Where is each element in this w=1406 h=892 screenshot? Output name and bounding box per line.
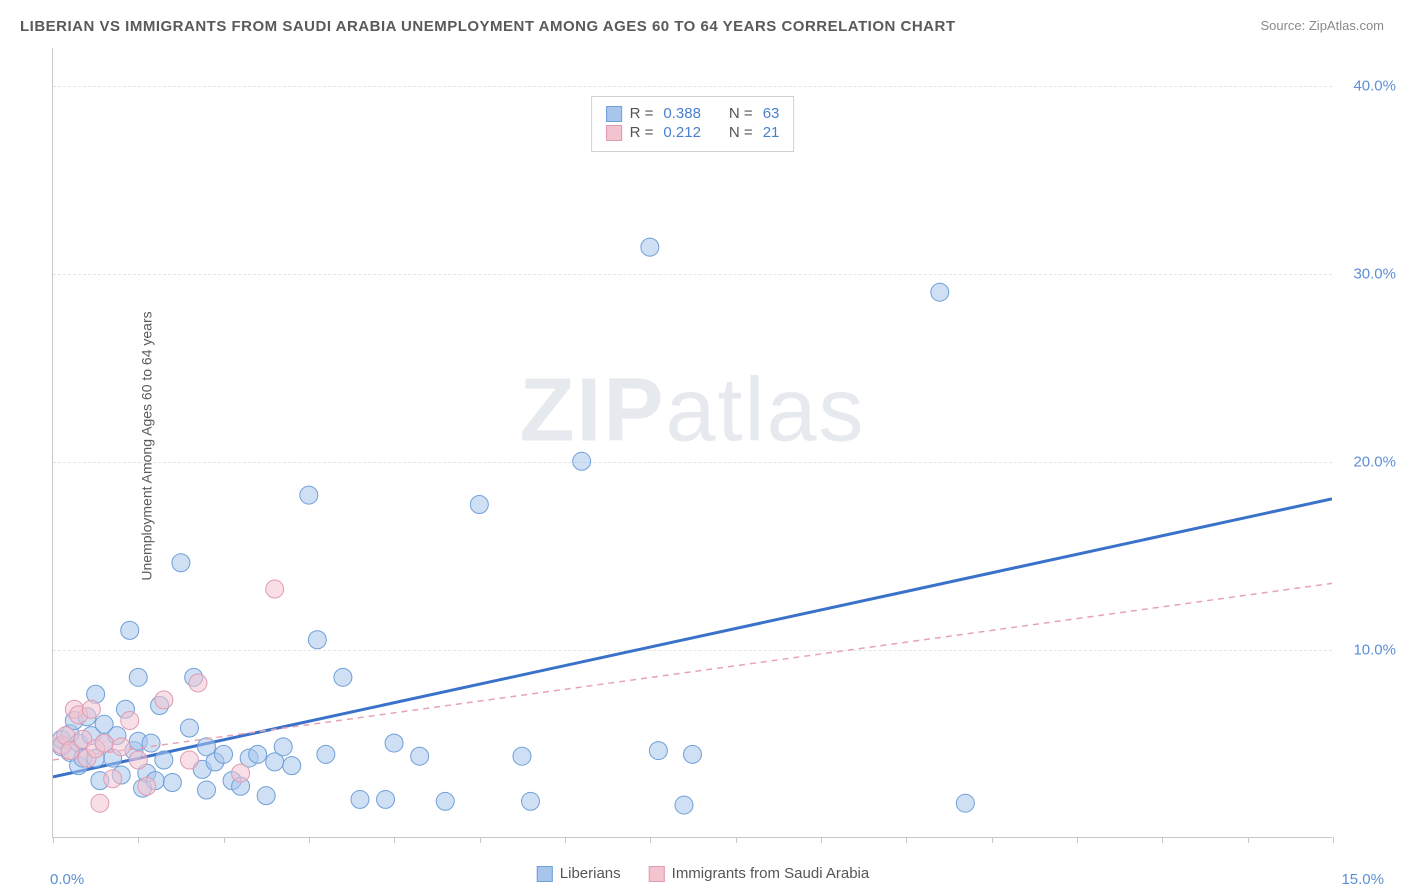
x-tick (906, 837, 907, 843)
data-point (180, 751, 198, 769)
x-tick (565, 837, 566, 843)
source-attribution: Source: ZipAtlas.com (1260, 18, 1384, 33)
r-value: 0.212 (663, 124, 701, 141)
x-tick (736, 837, 737, 843)
data-point (155, 691, 173, 709)
data-point (232, 764, 250, 782)
data-point (121, 621, 139, 639)
data-point (249, 745, 267, 763)
x-tick (138, 837, 139, 843)
y-tick-label: 30.0% (1353, 265, 1396, 282)
data-point (197, 781, 215, 799)
x-tick (1333, 837, 1334, 843)
y-tick-label: 40.0% (1353, 77, 1396, 94)
chart-container: LIBERIAN VS IMMIGRANTS FROM SAUDI ARABIA… (0, 0, 1406, 892)
legend-label: Immigrants from Saudi Arabia (672, 865, 870, 882)
chart-svg (53, 48, 1332, 837)
x-tick (224, 837, 225, 843)
data-point (91, 794, 109, 812)
x-tick (1162, 837, 1163, 843)
n-label: N = (729, 105, 753, 122)
n-value: 21 (763, 124, 780, 141)
data-point (675, 796, 693, 814)
x-tick-label-max: 15.0% (1341, 871, 1384, 888)
trend-line (53, 583, 1332, 760)
r-label: R = (630, 105, 654, 122)
data-point (266, 580, 284, 598)
data-point (82, 700, 100, 718)
x-tick (480, 837, 481, 843)
data-point (274, 738, 292, 756)
data-point (163, 774, 181, 792)
data-point (351, 790, 369, 808)
data-point (522, 792, 540, 810)
data-point (155, 751, 173, 769)
series-swatch (537, 866, 553, 882)
data-point (308, 631, 326, 649)
series-swatch (606, 106, 622, 122)
x-tick (53, 837, 54, 843)
y-tick-label: 10.0% (1353, 641, 1396, 658)
series-swatch (649, 866, 665, 882)
data-point (573, 452, 591, 470)
chart-title: LIBERIAN VS IMMIGRANTS FROM SAUDI ARABIA… (20, 18, 956, 35)
data-point (215, 745, 233, 763)
stats-row: R = 0.212 N = 21 (606, 124, 780, 141)
data-point (385, 734, 403, 752)
data-point (300, 486, 318, 504)
data-point (121, 712, 139, 730)
n-label: N = (729, 124, 753, 141)
data-point (513, 747, 531, 765)
data-point (142, 734, 160, 752)
series-swatch (606, 125, 622, 141)
legend-item: Immigrants from Saudi Arabia (649, 865, 870, 882)
data-point (411, 747, 429, 765)
data-point (931, 283, 949, 301)
data-point (112, 738, 130, 756)
x-tick (821, 837, 822, 843)
legend-label: Liberians (560, 865, 621, 882)
stats-row: R = 0.388 N = 63 (606, 105, 780, 122)
data-point (334, 668, 352, 686)
y-tick-label: 20.0% (1353, 453, 1396, 470)
trend-line (53, 499, 1332, 777)
data-point (436, 792, 454, 810)
data-point (641, 238, 659, 256)
data-point (180, 719, 198, 737)
plot-area: ZIPatlas R =0.388N =63R =0.212N =21 (52, 48, 1332, 838)
r-value: 0.388 (663, 105, 701, 122)
x-tick-label-min: 0.0% (50, 871, 84, 888)
data-point (283, 757, 301, 775)
x-tick (992, 837, 993, 843)
data-point (138, 777, 156, 795)
x-tick (650, 837, 651, 843)
correlation-stats-box: R = 0.388 N = 63 R = 0.212 N = 21 (591, 96, 795, 152)
data-point (104, 770, 122, 788)
x-tick (309, 837, 310, 843)
data-point (189, 674, 207, 692)
n-value: 63 (763, 105, 780, 122)
data-point (129, 751, 147, 769)
data-point (377, 790, 395, 808)
data-point (129, 668, 147, 686)
r-label: R = (630, 124, 654, 141)
legend-item: Liberians (537, 865, 621, 882)
data-point (257, 787, 275, 805)
data-point (684, 745, 702, 763)
x-tick (1077, 837, 1078, 843)
data-point (172, 554, 190, 572)
data-point (317, 745, 335, 763)
data-point (649, 742, 667, 760)
x-tick (1248, 837, 1249, 843)
data-point (470, 496, 488, 514)
legend: Liberians Immigrants from Saudi Arabia (537, 865, 869, 882)
data-point (956, 794, 974, 812)
x-tick (394, 837, 395, 843)
data-point (95, 734, 113, 752)
